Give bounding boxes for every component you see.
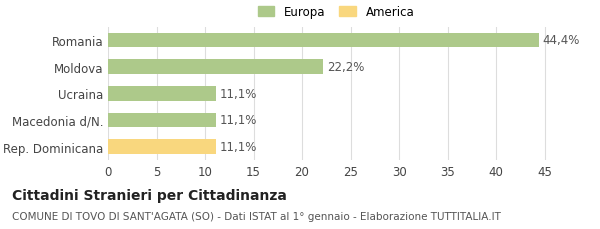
Text: 22,2%: 22,2% (327, 61, 365, 74)
Text: Cittadini Stranieri per Cittadinanza: Cittadini Stranieri per Cittadinanza (12, 188, 287, 202)
Text: 11,1%: 11,1% (220, 114, 257, 127)
Text: 11,1%: 11,1% (220, 87, 257, 100)
Bar (108, 140, 215, 154)
Text: 44,4%: 44,4% (542, 34, 580, 47)
Bar (108, 87, 215, 101)
Legend: Europa, America: Europa, America (258, 6, 414, 19)
Bar (108, 33, 539, 48)
Text: COMUNE DI TOVO DI SANT'AGATA (SO) - Dati ISTAT al 1° gennaio - Elaborazione TUTT: COMUNE DI TOVO DI SANT'AGATA (SO) - Dati… (12, 211, 501, 221)
Bar (108, 113, 215, 128)
Bar (108, 60, 323, 75)
Text: 11,1%: 11,1% (220, 141, 257, 153)
